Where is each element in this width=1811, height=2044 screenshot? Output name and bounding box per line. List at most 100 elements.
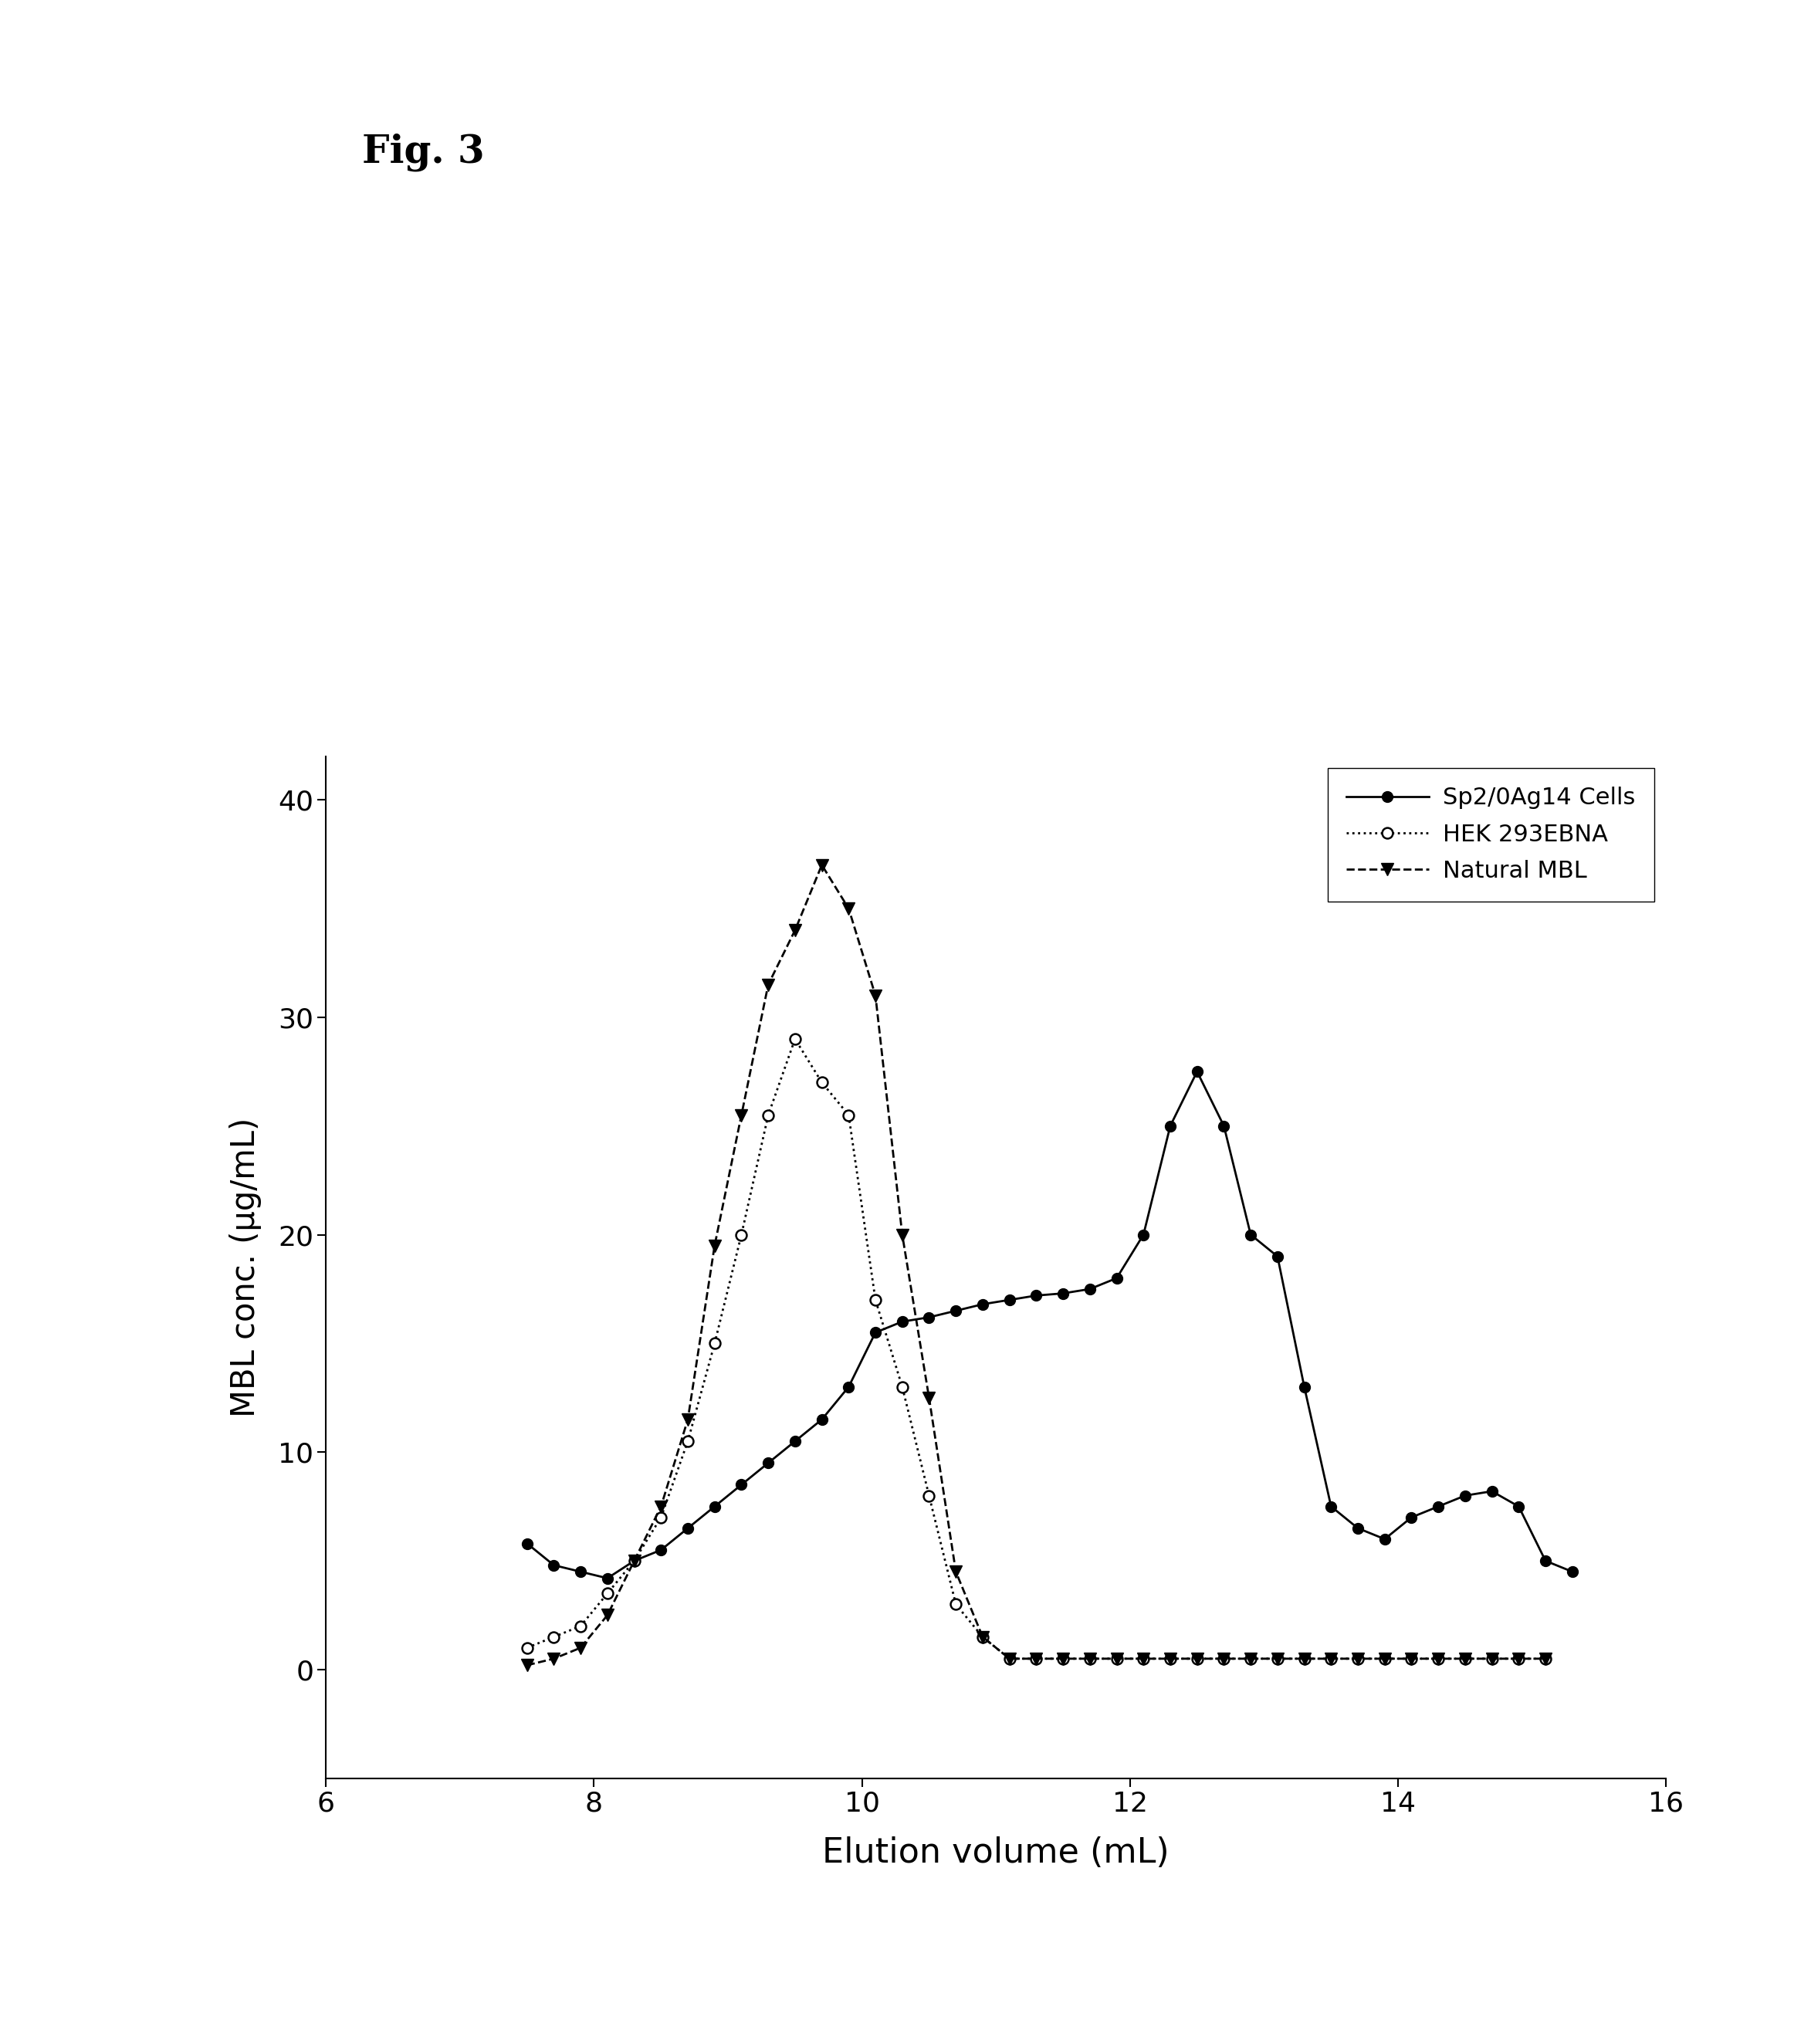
Natural MBL [1213,1645,1235,1670]
Sp2/0Ag14 Cells [945,1298,967,1322]
Natural MBL [570,1635,592,1660]
HEK 293EBNA [1025,1645,1047,1670]
Sp2/0Ag14 Cells [1481,1480,1503,1504]
Natural MBL [1159,1645,1181,1670]
HEK 293EBNA [1132,1645,1154,1670]
Sp2/0Ag14 Cells [1079,1278,1101,1302]
Sp2/0Ag14 Cells [1213,1114,1235,1139]
Natural MBL [1427,1645,1449,1670]
Sp2/0Ag14 Cells [757,1451,779,1476]
Sp2/0Ag14 Cells [1561,1560,1583,1584]
Sp2/0Ag14 Cells [1186,1059,1208,1083]
Y-axis label: MBL conc. (μg/mL): MBL conc. (μg/mL) [230,1118,263,1416]
Natural MBL [1375,1645,1396,1670]
HEK 293EBNA [891,1376,913,1400]
Sp2/0Ag14 Cells [891,1310,913,1335]
HEK 293EBNA [677,1429,699,1453]
Sp2/0Ag14 Cells [1509,1494,1530,1519]
Natural MBL [1052,1645,1074,1670]
HEK 293EBNA [1107,1645,1128,1670]
HEK 293EBNA [973,1625,994,1650]
HEK 293EBNA [1186,1645,1208,1670]
Natural MBL [864,983,886,1008]
HEK 293EBNA [596,1582,618,1607]
Natural MBL [1186,1645,1208,1670]
HEK 293EBNA [1509,1645,1530,1670]
Sp2/0Ag14 Cells [1052,1282,1074,1306]
HEK 293EBNA [704,1331,726,1355]
HEK 293EBNA [1159,1645,1181,1670]
Natural MBL [623,1549,645,1574]
Line: Sp2/0Ag14 Cells: Sp2/0Ag14 Cells [522,1067,1577,1584]
HEK 293EBNA [1241,1645,1262,1670]
Natural MBL [677,1406,699,1431]
Sp2/0Ag14 Cells [516,1531,538,1555]
HEK 293EBNA [945,1592,967,1617]
Sp2/0Ag14 Cells [1347,1517,1369,1541]
Natural MBL [1454,1645,1476,1670]
Sp2/0Ag14 Cells [730,1472,752,1496]
Sp2/0Ag14 Cells [1454,1484,1476,1508]
HEK 293EBNA [757,1104,779,1128]
Sp2/0Ag14 Cells [543,1553,565,1578]
HEK 293EBNA [623,1549,645,1574]
Sp2/0Ag14 Cells [1159,1114,1181,1139]
HEK 293EBNA [1534,1645,1556,1670]
Sp2/0Ag14 Cells [973,1292,994,1316]
Sp2/0Ag14 Cells [704,1494,726,1519]
Sp2/0Ag14 Cells [570,1560,592,1584]
HEK 293EBNA [1427,1645,1449,1670]
Sp2/0Ag14 Cells [784,1429,806,1453]
Natural MBL [1320,1645,1342,1670]
Sp2/0Ag14 Cells [596,1566,618,1590]
Sp2/0Ag14 Cells [677,1517,699,1541]
Natural MBL [891,1222,913,1247]
HEK 293EBNA [650,1504,672,1529]
Natural MBL [704,1233,726,1257]
HEK 293EBNA [1481,1645,1503,1670]
HEK 293EBNA [1400,1645,1422,1670]
Natural MBL [1509,1645,1530,1670]
Natural MBL [918,1386,940,1410]
Natural MBL [973,1625,994,1650]
Sp2/0Ag14 Cells [1293,1376,1315,1400]
Sp2/0Ag14 Cells [1320,1494,1342,1519]
Natural MBL [757,973,779,997]
Sp2/0Ag14 Cells [1266,1245,1288,1269]
Natural MBL [838,895,860,920]
HEK 293EBNA [1079,1645,1101,1670]
HEK 293EBNA [1454,1645,1476,1670]
HEK 293EBNA [1320,1645,1342,1670]
HEK 293EBNA [918,1484,940,1508]
Natural MBL [516,1654,538,1678]
HEK 293EBNA [516,1635,538,1660]
HEK 293EBNA [1213,1645,1235,1670]
Natural MBL [596,1602,618,1627]
HEK 293EBNA [1052,1645,1074,1670]
Natural MBL [1079,1645,1101,1670]
Sp2/0Ag14 Cells [623,1549,645,1574]
Natural MBL [1025,1645,1047,1670]
HEK 293EBNA [1266,1645,1288,1670]
Natural MBL [1347,1645,1369,1670]
Natural MBL [1107,1645,1128,1670]
Sp2/0Ag14 Cells [1375,1527,1396,1551]
HEK 293EBNA [730,1222,752,1247]
HEK 293EBNA [811,1071,833,1096]
Natural MBL [1293,1645,1315,1670]
Legend: Sp2/0Ag14 Cells, HEK 293EBNA, Natural MBL: Sp2/0Ag14 Cells, HEK 293EBNA, Natural MB… [1327,769,1653,901]
X-axis label: Elution volume (mL): Elution volume (mL) [822,1836,1170,1870]
Natural MBL [998,1645,1020,1670]
Natural MBL [1400,1645,1422,1670]
Natural MBL [1132,1645,1154,1670]
Sp2/0Ag14 Cells [1427,1494,1449,1519]
Natural MBL [650,1494,672,1519]
Line: HEK 293EBNA: HEK 293EBNA [522,1034,1550,1664]
Sp2/0Ag14 Cells [811,1406,833,1431]
Sp2/0Ag14 Cells [1025,1284,1047,1308]
Sp2/0Ag14 Cells [1534,1549,1556,1574]
Sp2/0Ag14 Cells [1241,1222,1262,1247]
HEK 293EBNA [1347,1645,1369,1670]
Natural MBL [945,1560,967,1584]
Sp2/0Ag14 Cells [864,1320,886,1345]
